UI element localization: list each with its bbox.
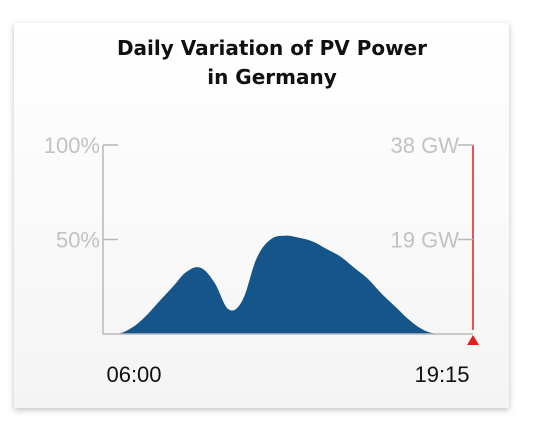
current-time-marker-triangle: [467, 335, 479, 345]
chart-title-line1: Daily Variation of PV Power: [116, 36, 428, 60]
x-tick-label: 19:15: [414, 362, 469, 387]
chart-title: Daily Variation of PV Power in Germany: [0, 34, 544, 92]
pv-power-area: [103, 235, 473, 334]
y-left-tick-label: 50%: [56, 228, 100, 253]
axis-layer: [102, 144, 479, 345]
y-left-tick-label: 100%: [44, 133, 100, 158]
chart-card: [14, 23, 509, 408]
area-layer: [103, 235, 473, 334]
y-right-tick-label: 19 GW: [391, 228, 460, 253]
y-right-tick-label: 38 GW: [391, 133, 460, 158]
label-layer: 100% 50% 38 GW 19 GW 06:00 19:15: [44, 133, 470, 387]
x-tick-label: 06:00: [106, 362, 161, 387]
chart-subtitle: in Germany: [207, 65, 337, 89]
